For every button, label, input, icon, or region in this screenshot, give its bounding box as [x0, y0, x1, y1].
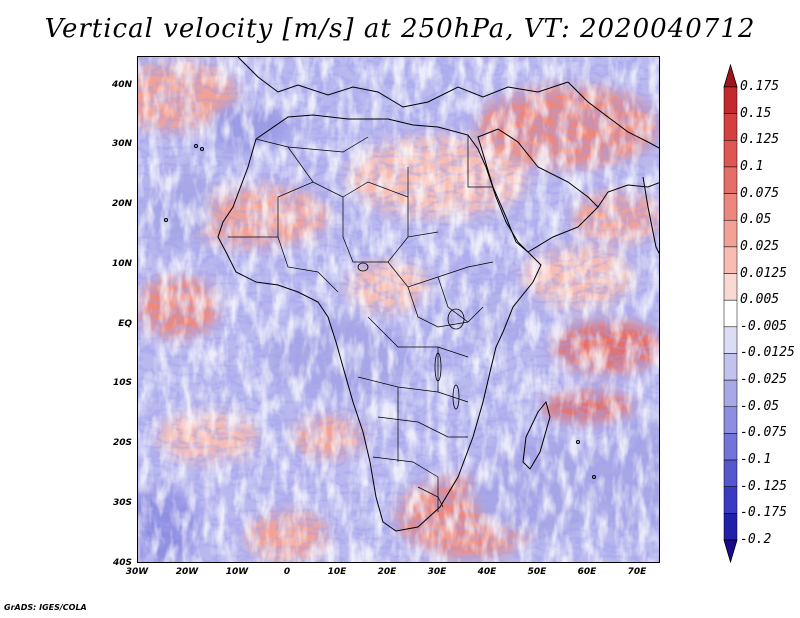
colorbar-swatch — [723, 513, 738, 541]
footer-credit: GrADS: IGES/COLA — [4, 603, 87, 612]
lon-label-20w: 20W — [175, 567, 199, 577]
colorbar-swatch — [723, 219, 738, 248]
colorbar-label: -0.2 — [740, 532, 772, 547]
lakes — [357, 262, 465, 410]
lat-label-30s: 30S — [112, 498, 132, 508]
lat-label-10s: 10S — [112, 378, 132, 388]
colorbar-label: 0.05 — [740, 212, 772, 228]
colorbar-swatch — [723, 113, 738, 141]
lon-label-10e: 10E — [327, 567, 347, 577]
lat-label-40s: 40S — [112, 558, 132, 568]
colorbar-label: 0.125 — [740, 132, 780, 148]
colorbar-swatch — [723, 246, 738, 274]
lat-label-eq: EQ — [118, 319, 132, 329]
lon-label-40e: 40E — [477, 567, 497, 577]
lat-label-30n: 30N — [111, 139, 132, 149]
coastlines — [164, 57, 659, 532]
lon-label-30e: 30E — [427, 567, 447, 577]
lon-label-60e: 60E — [577, 567, 597, 577]
colorbar-label: 0.075 — [740, 185, 780, 201]
colorbar-swatch — [723, 486, 738, 514]
lat-label-10n: 10N — [111, 259, 132, 269]
lon-label-0: 0 — [283, 567, 291, 577]
colorbar-label: 0.15 — [740, 105, 772, 121]
country-borders — [228, 135, 494, 512]
colorbar-bottom-arrow — [723, 539, 738, 564]
lat-label-20s: 20S — [112, 438, 132, 448]
colorbar-label: 0.175 — [740, 79, 780, 94]
colorbar-label: -0.1 — [740, 452, 772, 468]
map-title: Vertical velocity [m/s] at 250hPa, VT: 2… — [44, 14, 756, 44]
colorbar-label: 0.0125 — [740, 265, 787, 281]
lat-label-40n: 40N — [111, 80, 132, 90]
lon-label-50e: 50E — [527, 567, 547, 577]
colorbar-label: -0.175 — [740, 505, 787, 521]
colorbar-label: -0.125 — [740, 478, 787, 494]
colorbar-label: -0.05 — [740, 398, 780, 414]
colorbar-label: 0.1 — [740, 158, 764, 174]
colorbar-label: -0.005 — [740, 318, 787, 334]
colorbar-label: -0.025 — [740, 372, 787, 388]
colorbar-label: 0.005 — [740, 292, 780, 308]
vertical-velocity-field — [138, 57, 659, 562]
lon-label-10w: 10W — [225, 567, 249, 577]
colorbar-swatch — [723, 353, 738, 381]
lon-label-20e: 20E — [377, 567, 397, 577]
colorbar-swatch — [723, 273, 738, 301]
colorbar-swatch — [723, 433, 738, 461]
colorbar-swatch — [723, 193, 738, 221]
colorbar-swatch — [723, 406, 738, 434]
colorbar-swatch — [723, 86, 738, 114]
map-panel[interactable] — [137, 56, 660, 563]
colorbar-swatch — [723, 140, 738, 168]
lon-label-70e: 70E — [627, 567, 647, 577]
colorbar-swatch — [723, 379, 738, 408]
lat-label-20n: 20N — [111, 199, 132, 209]
colorbar-label: -0.075 — [740, 425, 787, 441]
colorbar-swatch — [723, 459, 738, 487]
colorbar-swatch — [723, 326, 738, 354]
colorbar-swatch — [723, 299, 738, 328]
colorbar-label: -0.0125 — [740, 345, 795, 361]
colorbar-label: 0.025 — [740, 238, 780, 254]
colorbar-top-arrow — [723, 63, 738, 88]
colorbar-swatch — [723, 166, 738, 194]
lon-label-30w: 30W — [125, 567, 149, 577]
